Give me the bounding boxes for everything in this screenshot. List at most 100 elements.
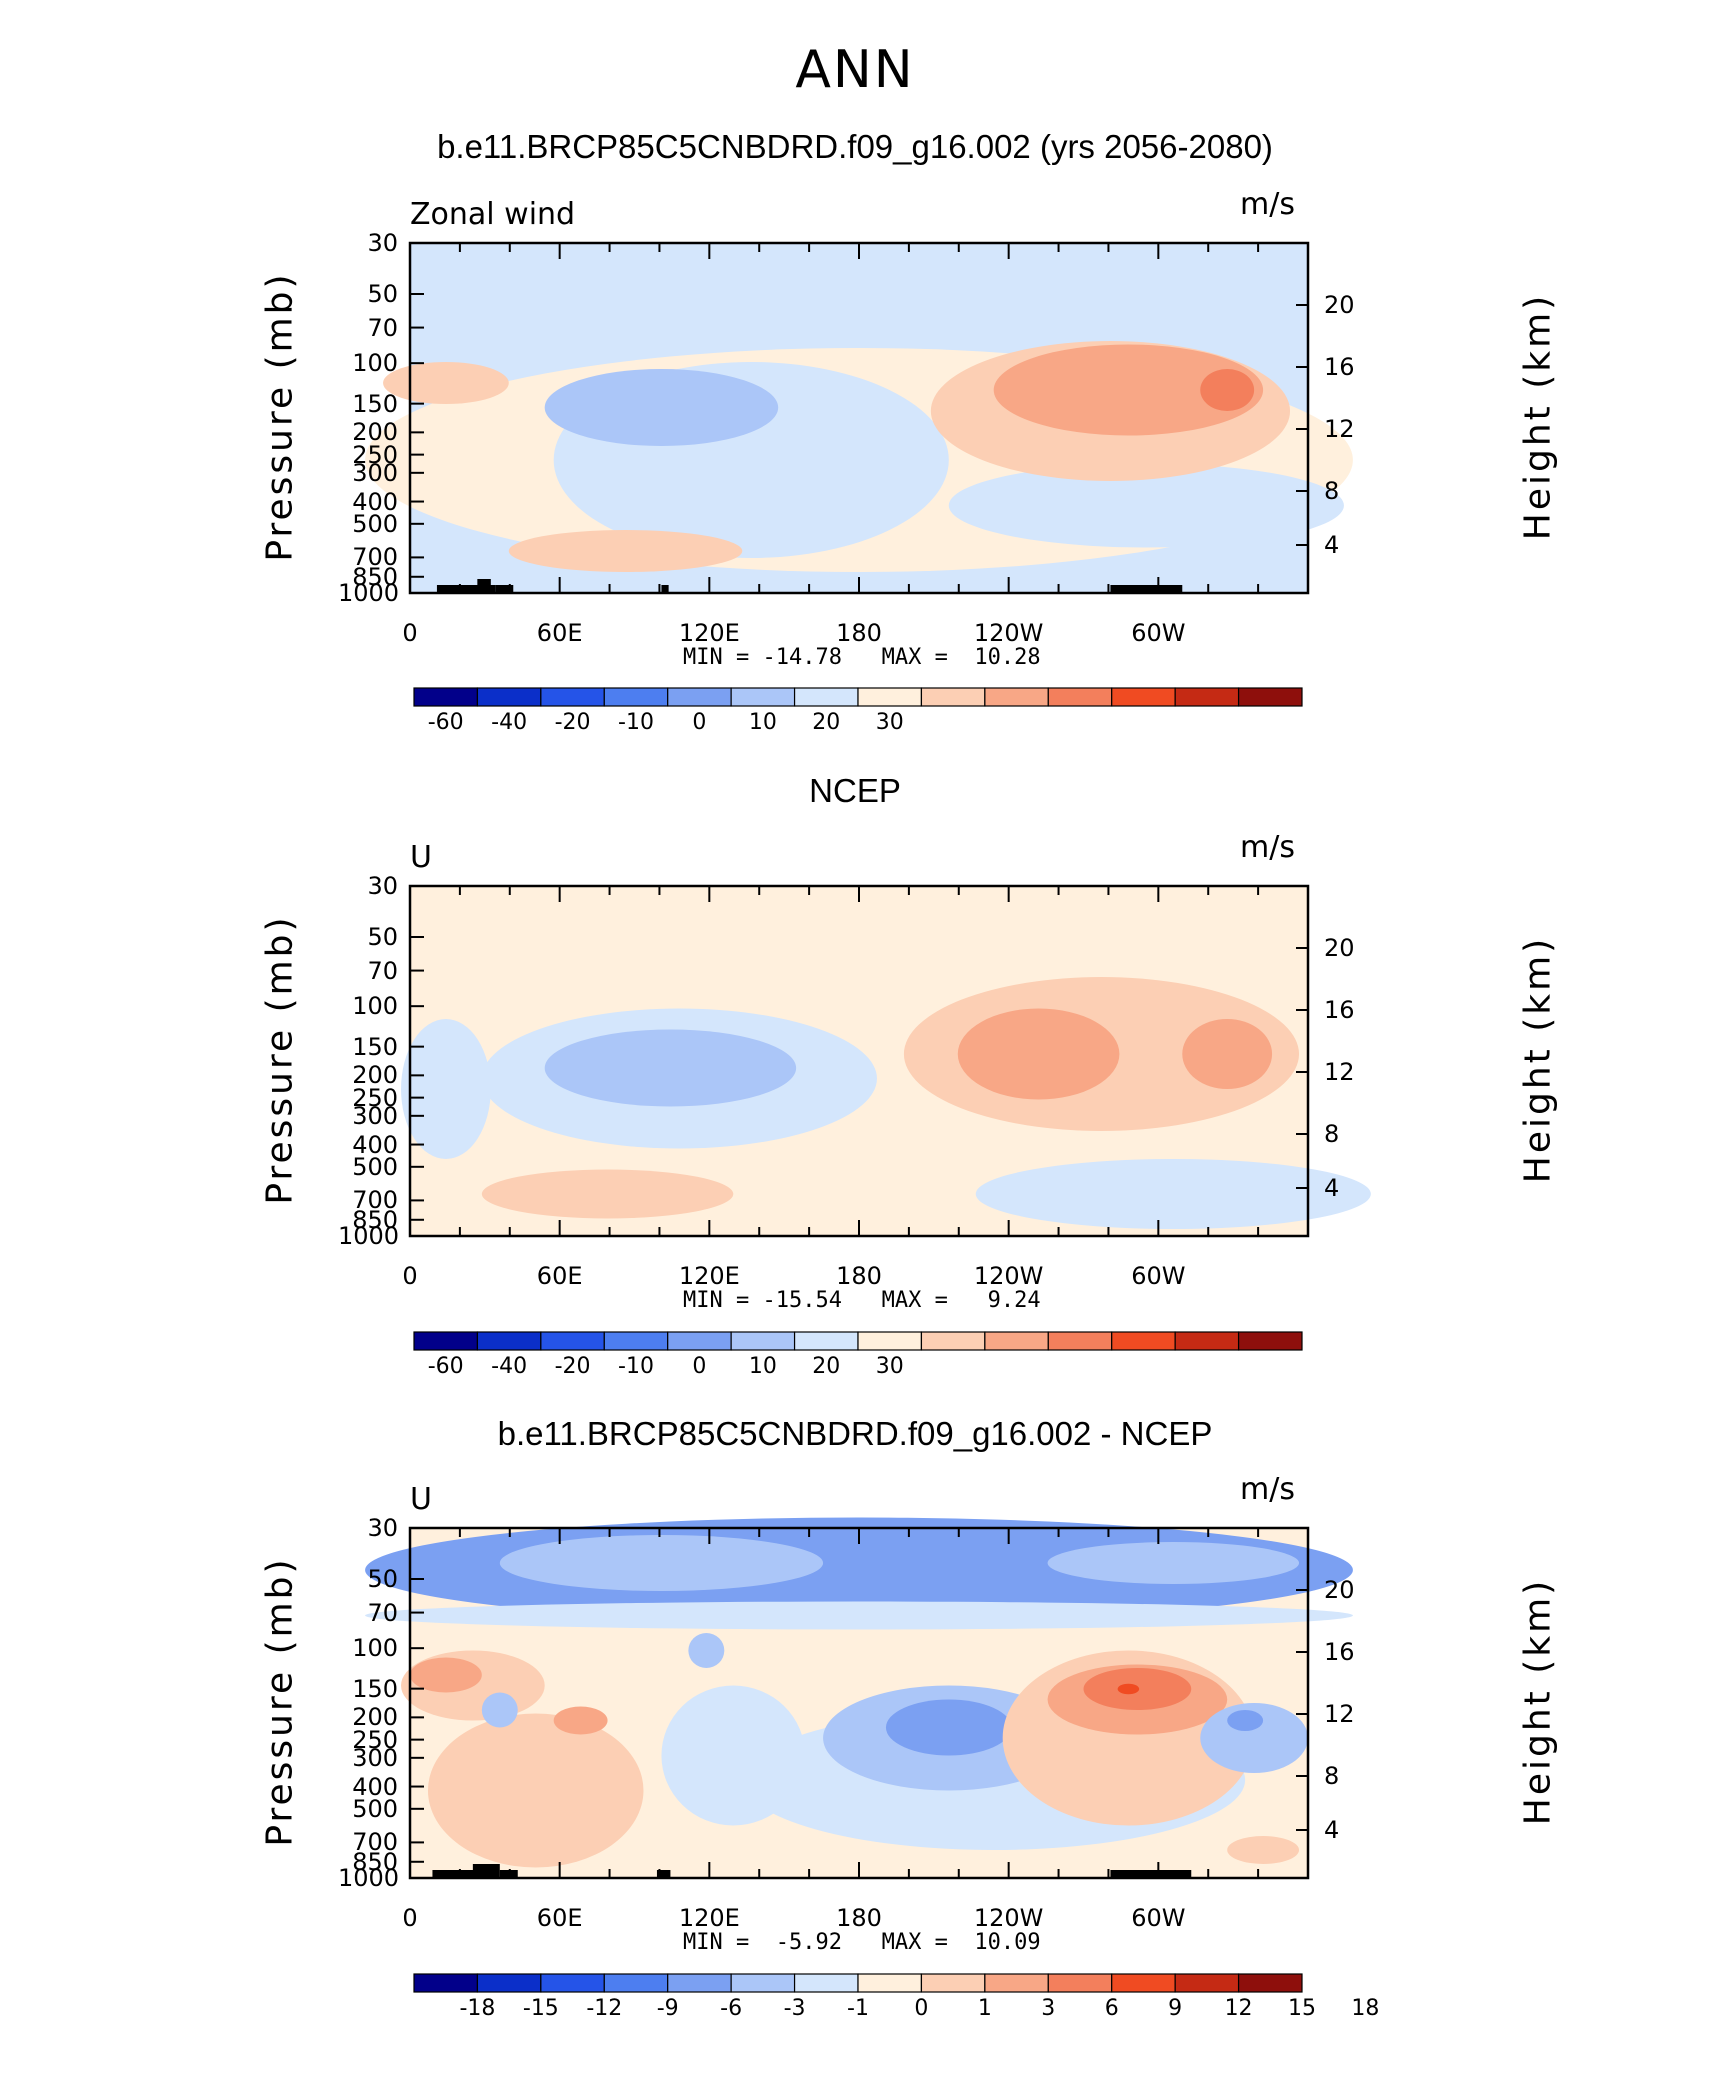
topography-mask <box>436 585 496 593</box>
colorbar-swatch <box>476 1973 542 1993</box>
y-tick-label: 50 <box>367 922 398 951</box>
colorbar-label: 6 <box>1104 1996 1119 2021</box>
x-tick-label: 60E <box>536 1262 583 1290</box>
colorbar-label: -40 <box>491 1354 528 1379</box>
x-tick-label: 180 <box>836 619 882 647</box>
colorbar-label: -9 <box>656 1996 679 2021</box>
colorbar-label: 30 <box>875 1354 904 1379</box>
contour-plot-2 <box>401 884 1371 1238</box>
y-tick-label: 400 <box>352 1772 398 1801</box>
colorbar-label: 30 <box>875 710 904 735</box>
min-max-stats: MIN = -15.54 MAX = 9.24 <box>683 1288 1041 1313</box>
contour-region <box>957 1008 1120 1100</box>
y-tick-label: 200 <box>352 1703 398 1732</box>
colorbar-swatch <box>920 687 986 707</box>
y-tick-label: 850 <box>352 562 398 591</box>
y-tick-label: 250 <box>352 1725 398 1754</box>
y2-axis-title: Height (km) <box>1517 292 1559 541</box>
y2-tick-label: 12 <box>1324 1700 1355 1728</box>
y2-tick-label: 12 <box>1324 1058 1355 1086</box>
y2-tick-label: 8 <box>1324 477 1340 505</box>
colorbar-swatch <box>603 1973 669 1993</box>
y2-tick-label: 8 <box>1324 1762 1340 1790</box>
y-tick-label: 1000 <box>338 1864 400 1892</box>
topography-mask <box>1110 1870 1192 1878</box>
colorbar-swatch <box>667 687 732 707</box>
colorbar-label: -3 <box>783 1996 806 2021</box>
y2-tick-label: 16 <box>1324 353 1355 381</box>
y-tick-label: 50 <box>367 279 398 308</box>
y2-tick-label: 12 <box>1324 415 1355 443</box>
y-tick-label: 70 <box>367 313 398 342</box>
colorbar-label: 10 <box>748 710 777 735</box>
x-tick-label: 60W <box>1131 1262 1186 1290</box>
y-tick-label: 100 <box>352 349 398 378</box>
panel-units-label: m/s <box>1240 187 1295 222</box>
colorbar-swatch <box>1237 687 1303 707</box>
contour-region <box>1047 1542 1300 1584</box>
colorbar-label: 0 <box>692 1354 707 1379</box>
x-tick-label: 120W <box>973 1262 1044 1290</box>
panel-units-label: m/s <box>1240 830 1295 865</box>
y-tick-label: 1000 <box>338 1222 400 1250</box>
contour-region <box>1182 1019 1273 1089</box>
x-tick-label: 180 <box>836 1262 882 1290</box>
colorbar-swatch <box>984 1973 1049 1993</box>
colorbar-label: 10 <box>748 1354 777 1379</box>
x-tick-label: 120E <box>678 619 740 647</box>
contour-region <box>410 1657 482 1693</box>
colorbar-label: 20 <box>812 710 841 735</box>
y-tick-label: 500 <box>352 1794 398 1823</box>
colorbar-swatch <box>730 1973 796 1993</box>
colorbar-label: -60 <box>427 1354 464 1379</box>
contour-region <box>948 463 1344 548</box>
colorbar-swatch <box>476 687 542 707</box>
y2-tick-label: 16 <box>1324 1638 1355 1666</box>
page-title: ANN <box>795 40 915 100</box>
colorbar-swatch <box>793 1331 859 1351</box>
y-tick-label: 300 <box>352 1743 398 1772</box>
topography-mask <box>477 579 491 593</box>
panel-units-label: m/s <box>1240 1472 1295 1507</box>
colorbar-label: 0 <box>692 710 707 735</box>
y-tick-label: 500 <box>352 509 398 538</box>
colorbar-label: 20 <box>812 1354 841 1379</box>
y-tick-label: 400 <box>352 487 398 516</box>
y-tick-label: 700 <box>352 1828 398 1857</box>
x-tick-label: 0 <box>402 1904 418 1932</box>
colorbar-swatch <box>1047 687 1113 707</box>
y2-axis-title: Height (km) <box>1517 935 1559 1184</box>
colorbar-label: 0 <box>914 1996 929 2021</box>
topography-mask <box>656 1870 671 1878</box>
colorbar-swatch <box>540 1331 605 1351</box>
y-axis-title: Pressure (mb) <box>259 914 301 1205</box>
contour-region <box>481 1692 518 1728</box>
y2-tick-label: 8 <box>1324 1120 1340 1148</box>
colorbar-swatch <box>984 687 1049 707</box>
colorbar-swatch <box>730 1331 796 1351</box>
y2-tick-label: 20 <box>1324 1576 1355 1604</box>
y2-tick-label: 16 <box>1324 996 1355 1024</box>
contour-region <box>993 344 1264 436</box>
colorbar-swatch <box>540 1973 605 1993</box>
colorbar-swatch <box>1237 1973 1303 1993</box>
contour-region <box>1117 1683 1140 1695</box>
contour-region <box>1227 1836 1300 1864</box>
panel-title-1: b.e11.BRCP85C5CNBDRD.f09_g16.002 (yrs 20… <box>437 128 1273 165</box>
panel-variable-label: Zonal wind <box>410 197 576 232</box>
x-tick-label: 120W <box>973 1904 1044 1932</box>
colorbar-label: -10 <box>618 710 654 735</box>
contour-region <box>427 1713 644 1868</box>
min-max-stats: MIN = -5.92 MAX = 10.09 <box>683 1930 1041 1955</box>
topography-mask <box>1110 585 1183 593</box>
y-tick-label: 300 <box>352 1101 398 1130</box>
colorbar-swatch <box>1237 1331 1303 1351</box>
y-tick-label: 1000 <box>338 579 400 607</box>
colorbar-swatch <box>920 1331 986 1351</box>
colorbar-1 <box>413 687 1303 707</box>
x-tick-label: 120W <box>973 619 1044 647</box>
y-tick-label: 70 <box>367 956 398 985</box>
colorbar-swatch <box>413 1331 479 1351</box>
colorbar-swatch <box>793 687 859 707</box>
colorbar-swatch <box>857 1331 923 1351</box>
